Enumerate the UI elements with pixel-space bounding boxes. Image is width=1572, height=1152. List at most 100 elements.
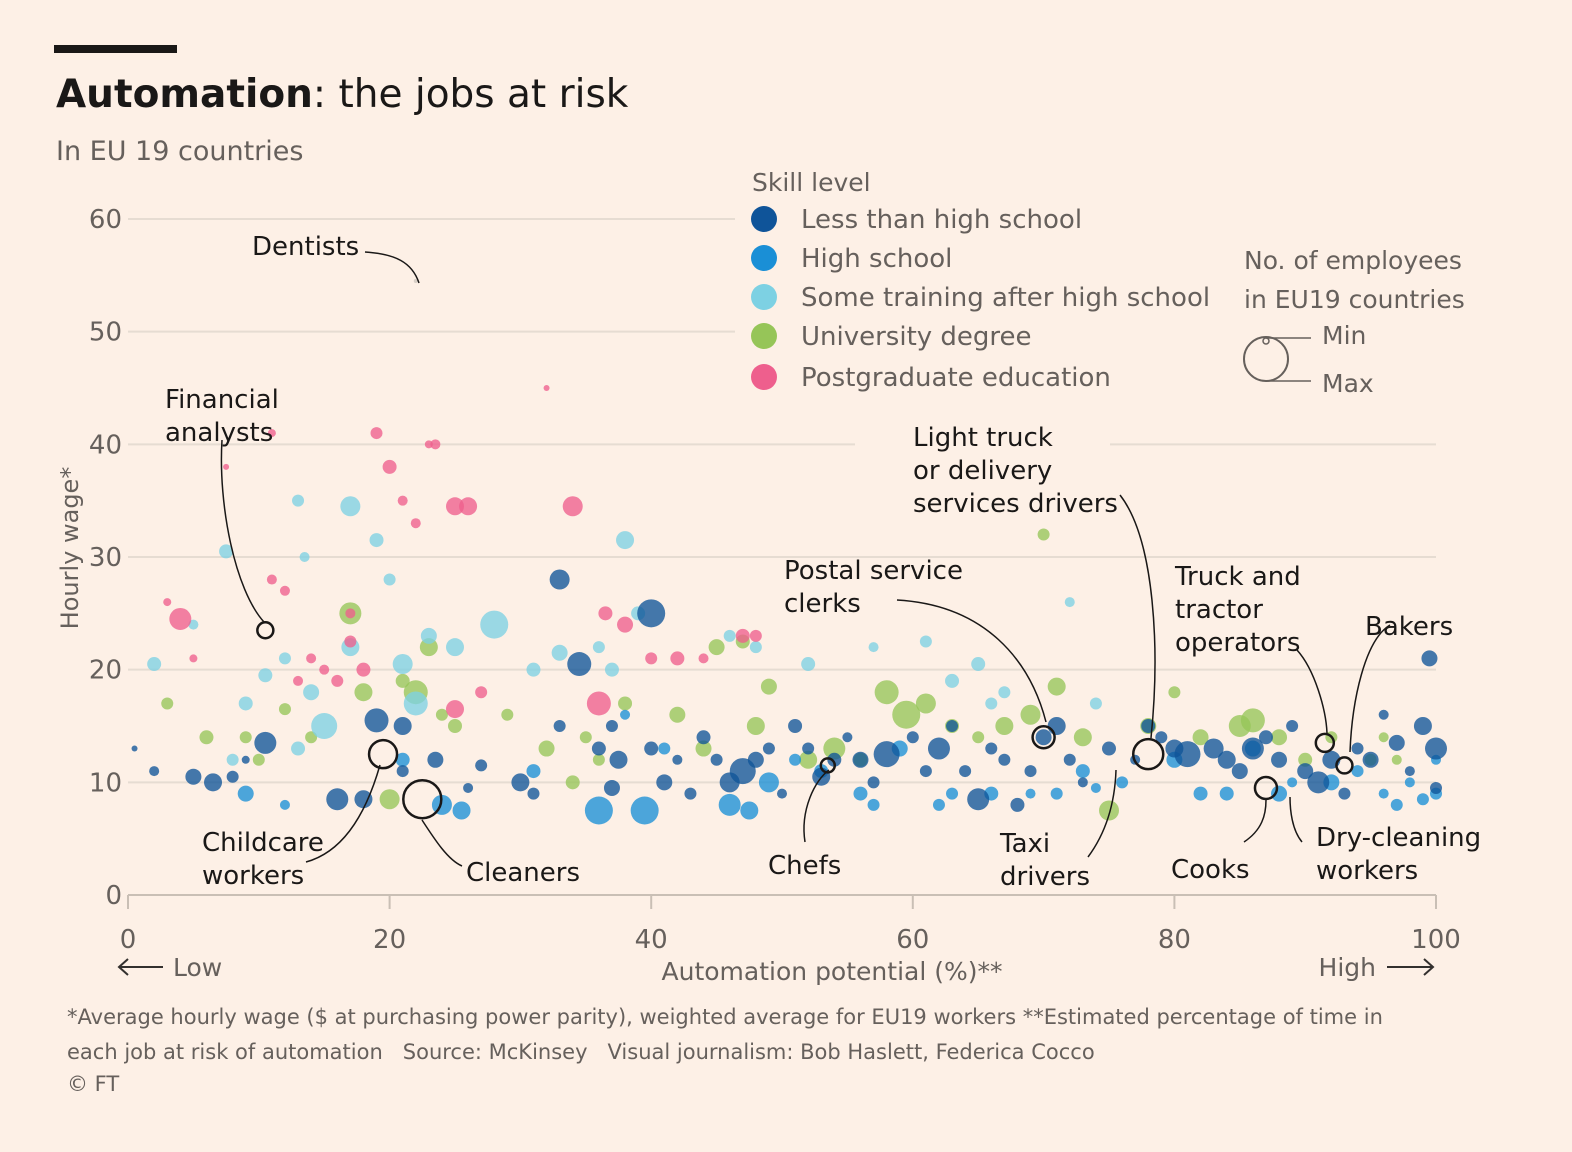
bubble-uni-18 <box>592 753 605 766</box>
bubble-hs-1 <box>279 799 290 810</box>
bubble-lths-49 <box>967 788 990 811</box>
bubble-lths-69 <box>1271 751 1288 768</box>
bubble-lths-26 <box>656 774 673 791</box>
bubble-hs-12 <box>758 772 779 793</box>
highlight-bubble-4 <box>1031 725 1056 750</box>
bubble-uni-8 <box>379 789 400 810</box>
y-axis-label: Hourly wage* <box>56 467 84 630</box>
annotation-dentists-line-0: Dentists <box>252 232 359 262</box>
annotation-truck-line-0: Truck and <box>1174 562 1301 592</box>
highlight-bubble-2 <box>402 778 443 820</box>
bubble-uni-17 <box>579 731 592 744</box>
y-tick-label-60: 60 <box>89 205 122 235</box>
bubble-lths-48 <box>959 765 972 778</box>
bubble-uni-45 <box>1271 729 1288 746</box>
bubble-lths-80 <box>1413 717 1432 735</box>
bubble-pg-9 <box>319 664 330 675</box>
bubble-st-30 <box>945 673 960 688</box>
legend-swatch-lths <box>751 206 777 232</box>
annotation-financial-line-0: Financial <box>165 385 279 415</box>
annotation-childcare-line-1: workers <box>202 861 304 891</box>
bubble-lths-24 <box>644 741 659 756</box>
y-tick-label-50: 50 <box>89 318 122 348</box>
bubble-uni-31 <box>915 693 936 714</box>
legend: Skill level Less than high school High sch… <box>751 168 1465 398</box>
bubble-lths-28 <box>684 787 697 800</box>
bubble-uni-25 <box>760 678 777 695</box>
bubble-uni-30 <box>892 700 921 729</box>
bubble-lths-53 <box>1024 765 1037 778</box>
legend-label-lths: Less than high school <box>801 205 1082 235</box>
bubble-pg-0 <box>163 598 172 607</box>
bubble-hs-27 <box>1193 786 1208 801</box>
bubble-uni-42 <box>1192 729 1209 746</box>
bubble-pg-10 <box>331 674 344 687</box>
bubble-hs-34 <box>1378 788 1389 799</box>
bubble-st-27 <box>801 657 816 672</box>
bubble-hs-31 <box>1287 777 1298 788</box>
bubble-lths-46 <box>927 737 950 760</box>
legend-swatch-uni <box>751 323 777 349</box>
legend-label-pg: Postgraduate education <box>801 363 1111 393</box>
annotation-truck-line-1: tractor <box>1175 595 1263 625</box>
bubble-pg-26 <box>586 691 611 716</box>
bubble-uni-39 <box>1099 800 1119 821</box>
annotation-lighttruck-line-0: Light truck <box>913 423 1053 453</box>
bubble-hs-37 <box>1416 793 1429 806</box>
annotation-bakers-line-0: Bakers <box>1365 612 1453 642</box>
leader-line-cooks <box>1243 799 1267 843</box>
bubble-uni-5 <box>305 731 318 744</box>
bubble-hs-5 <box>526 764 541 779</box>
size-legend-min-circle <box>1262 337 1270 345</box>
bubble-lths-17 <box>553 720 566 732</box>
bubble-lths-33 <box>747 751 764 768</box>
bubble-lths-64 <box>1203 738 1224 759</box>
bubble-pg-14 <box>370 427 383 440</box>
annotation-postal-line-0: Postal service <box>784 556 963 586</box>
bubble-lths-51 <box>998 753 1011 766</box>
x-tick-label-20: 20 <box>373 925 406 955</box>
bubble-st-33 <box>998 686 1011 699</box>
leader-line-financial <box>220 439 265 623</box>
bubble-hs-8 <box>630 796 659 825</box>
bubble-lths-55 <box>1047 717 1066 735</box>
bubble-uni-1 <box>199 730 214 745</box>
size-legend-min-label: Min <box>1322 321 1366 350</box>
chart-title: Automation: the jobs at risk <box>56 72 628 117</box>
bubble-lths-20 <box>591 741 606 756</box>
highlight-bubble-1 <box>367 738 399 770</box>
y-tick-label-20: 20 <box>89 656 122 686</box>
bubble-lths-7 <box>326 788 349 811</box>
bubble-lths-81 <box>1421 650 1438 667</box>
bubble-pg-13 <box>356 662 371 677</box>
source-note: Source: McKinsey <box>402 1040 588 1064</box>
footnote-line-2: each job at risk of automation Source: Mc… <box>67 1040 1095 1064</box>
bubble-lths-12 <box>427 751 444 768</box>
x-axis-label: Automation potential (%)** <box>662 957 1003 986</box>
bubble-lths-9 <box>364 708 389 733</box>
bubble-st-11 <box>340 496 361 517</box>
highlight-bubble-8 <box>1335 756 1354 775</box>
bubble-lths-61 <box>1155 731 1168 744</box>
size-legend-title-2: in EU19 countries <box>1244 285 1465 314</box>
bubble-hs-30 <box>1271 785 1288 802</box>
bubble-hs-21 <box>1025 788 1036 799</box>
footnote-text: each job at risk of automation <box>67 1040 383 1064</box>
bubble-uni-0 <box>161 697 174 710</box>
bubble-hs-28 <box>1219 786 1234 801</box>
copyright-note: © FT <box>67 1072 120 1096</box>
bubble-lths-16 <box>527 787 540 800</box>
bubble-st-34 <box>1064 597 1075 608</box>
bubble-lths-27 <box>672 754 683 765</box>
highlight-bubble-3 <box>819 757 837 774</box>
bubble-st-8 <box>303 684 320 701</box>
annotation-drycleaning-line-1: workers <box>1316 856 1418 886</box>
bubble-pg-21 <box>446 700 464 719</box>
bubble-uni-3 <box>252 753 265 766</box>
bubble-uni-29 <box>874 680 899 705</box>
bubble-lths-71 <box>1297 763 1314 780</box>
bubble-st-29 <box>919 635 932 648</box>
bubble-pg-12 <box>344 635 357 648</box>
bubble-hs-0 <box>237 785 254 802</box>
